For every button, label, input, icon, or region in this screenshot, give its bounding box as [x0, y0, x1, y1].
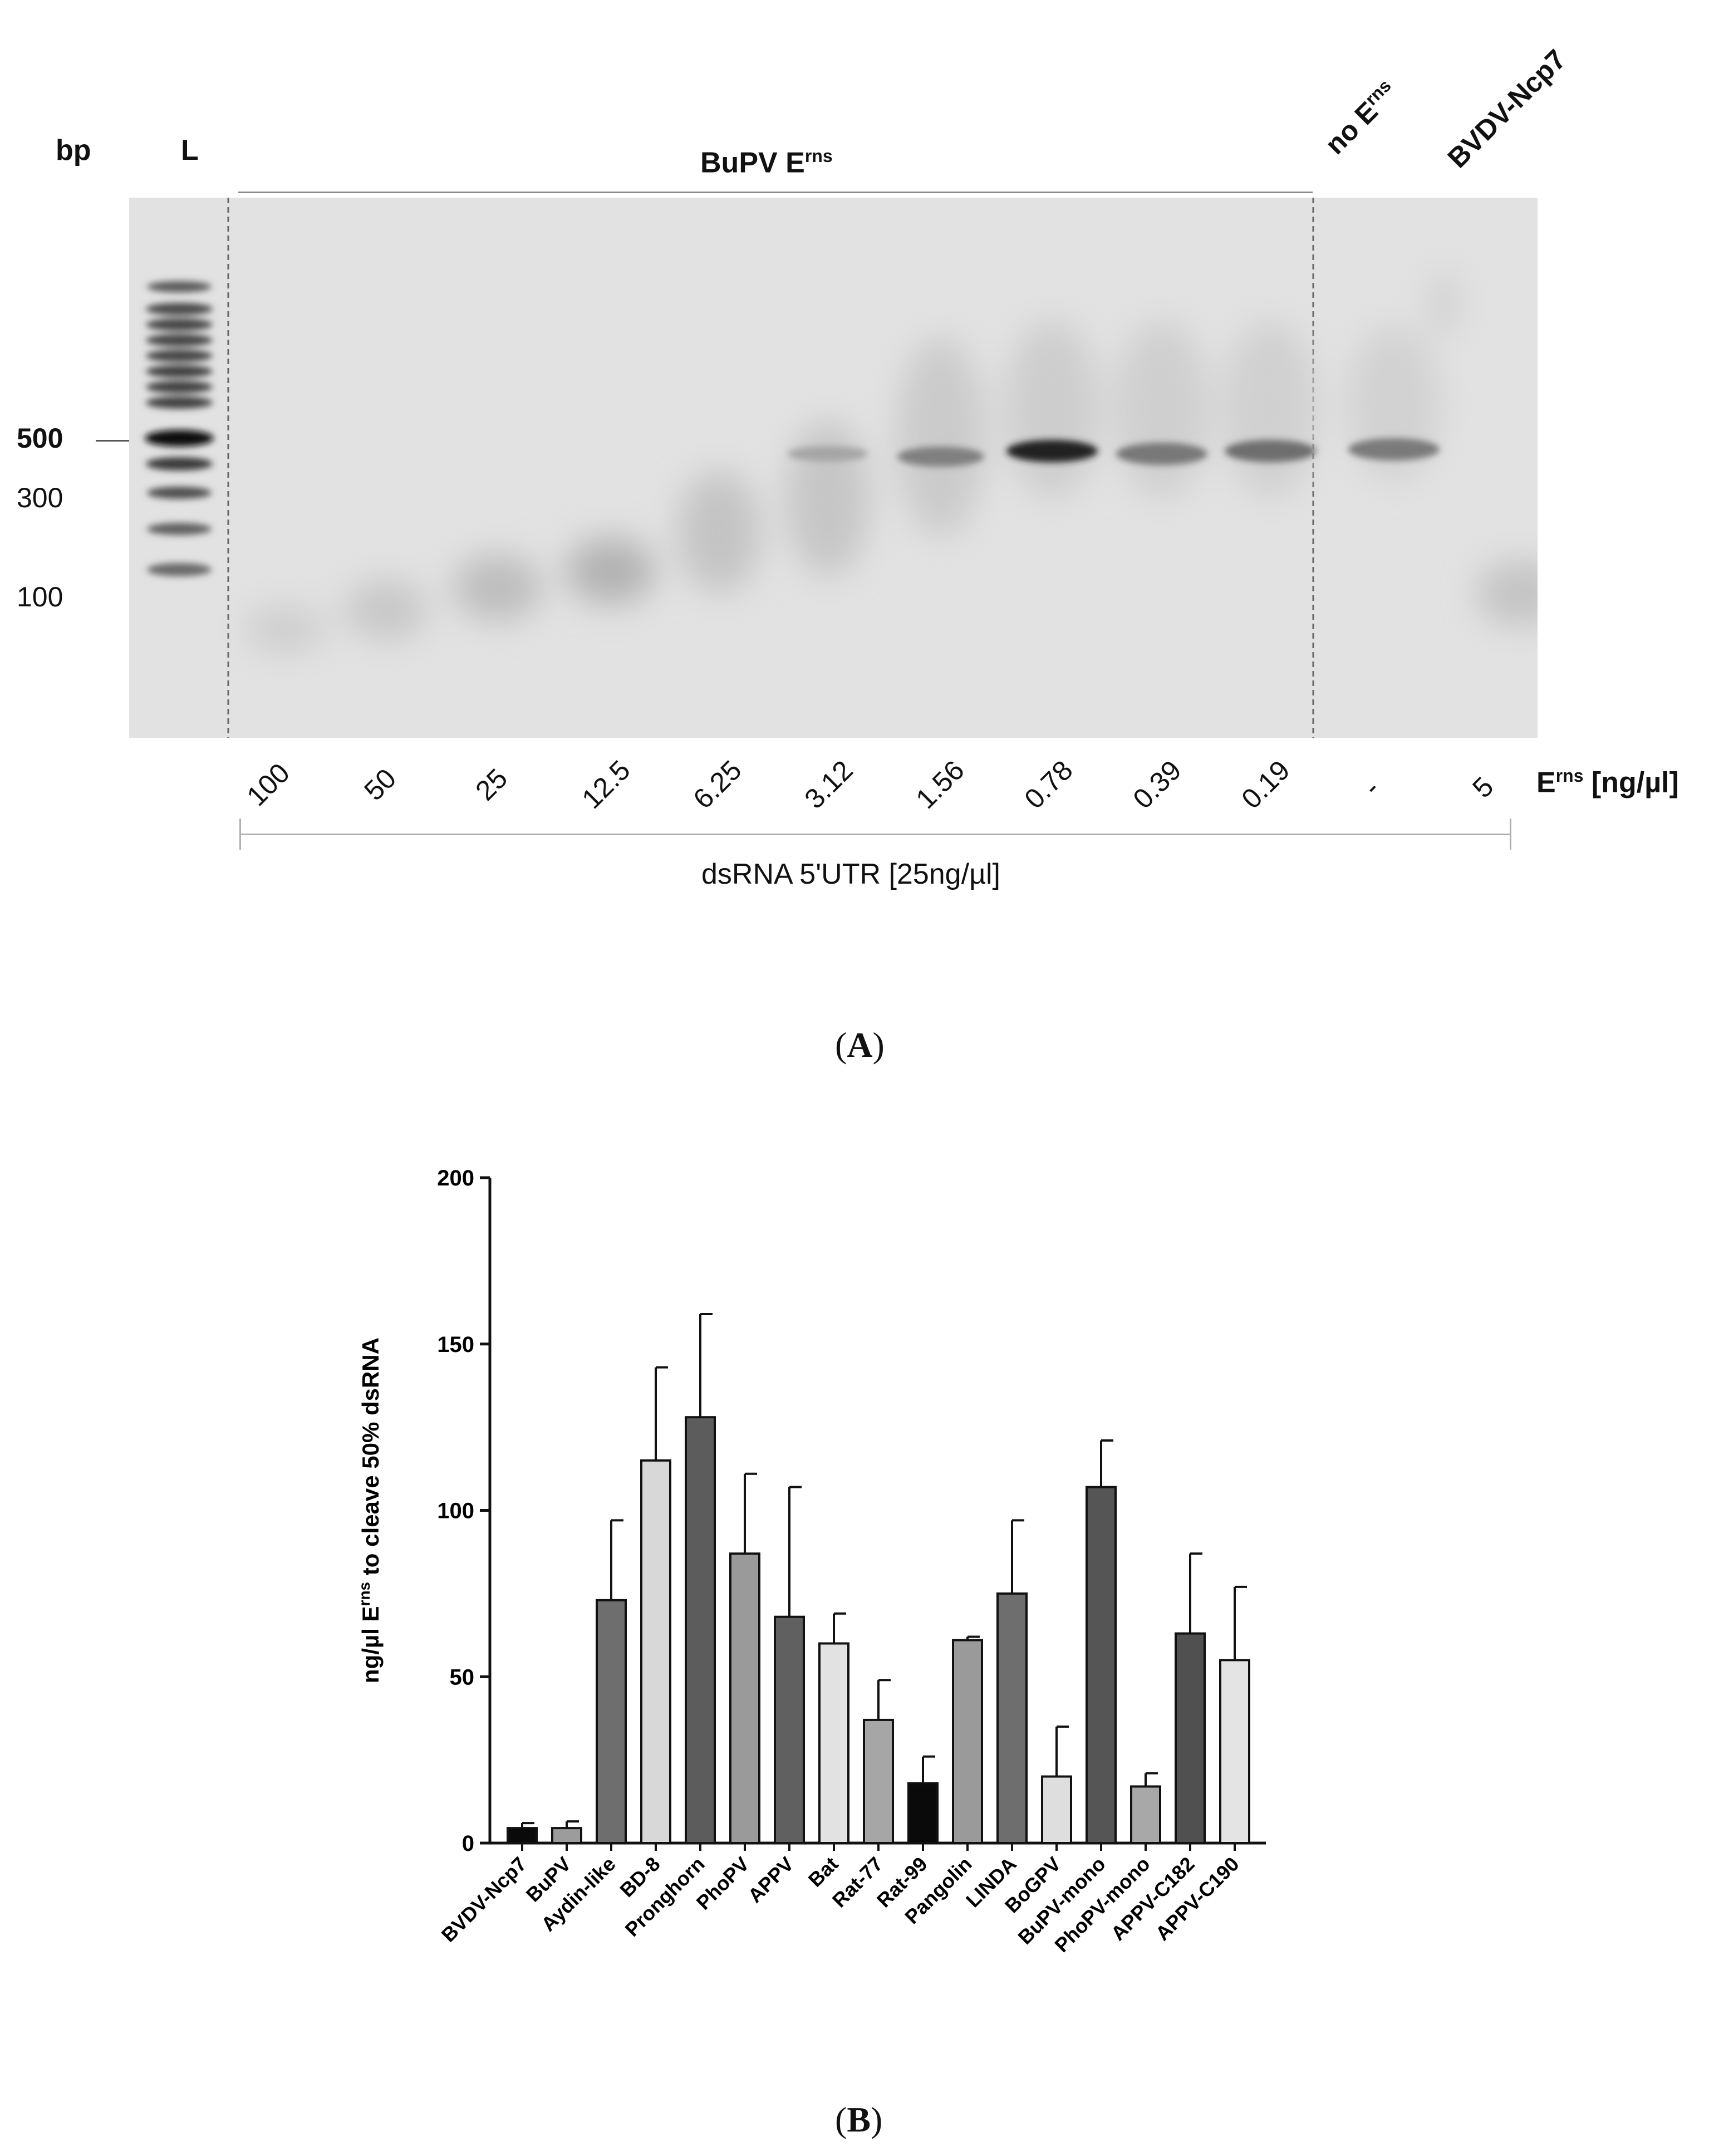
bar-pangolin	[952, 1639, 983, 1845]
bar-appv-c190	[1219, 1659, 1250, 1844]
bar-appv-c182	[1175, 1632, 1206, 1844]
marker-500-tick	[96, 440, 129, 442]
conc-label: 3.12	[798, 754, 859, 815]
dsrna-bracket-left	[239, 819, 241, 850]
bp-label: bp	[56, 134, 91, 166]
y-tick-label: 0	[462, 1831, 474, 1856]
conc-label: 6.25	[687, 754, 748, 815]
bupv-group-label: BuPV Erns	[700, 146, 833, 179]
conc-label: 25	[469, 762, 514, 807]
dsrna-label: dsRNA 5'UTR [25ng/µl]	[701, 858, 1000, 890]
conc-label: 12.5	[576, 754, 636, 815]
bar-bupv	[551, 1827, 582, 1845]
chart-layer: 0 50 100 150 200 ng/µl Erns to cleave 50% dsR…	[356, 1166, 1266, 1957]
y-tick-label: 150	[437, 1332, 474, 1357]
conc-label: 1.56	[910, 754, 970, 815]
panel-a-gel: bp L BuPV Erns no Erns BVDV-Ncp7 500 300…	[0, 0, 1714, 947]
bar-phopv-mono	[1130, 1785, 1161, 1845]
bar-rat-77	[863, 1718, 894, 1845]
bar-aydin-like	[596, 1599, 627, 1844]
y-tick-label: 50	[450, 1665, 475, 1689]
bar-bvdv-ncp7	[507, 1827, 538, 1845]
x-tick-label: BVDV-Ncp7	[437, 1853, 531, 1947]
panel-a-caption: (A)	[835, 1025, 885, 1065]
bar-linda	[996, 1592, 1028, 1844]
marker-300: 300	[17, 482, 63, 513]
bar-bupv-mono	[1086, 1486, 1117, 1844]
bar-bd-8	[640, 1459, 671, 1844]
ladder-label: L	[181, 134, 199, 166]
no-erns-label: no Erns	[1319, 75, 1395, 160]
bar-appv	[774, 1615, 805, 1844]
bar-rat-99	[907, 1782, 939, 1844]
conc-label: 0.39	[1127, 754, 1187, 815]
panel-b-bar-chart: 0 50 100 150 200 ng/µl Erns to cleave 50% dsR…	[356, 1166, 1266, 1957]
marker-100: 100	[17, 581, 63, 612]
conc-label: 50	[358, 762, 402, 807]
x-tick-label: APPV	[743, 1853, 798, 1907]
erns-unit-label: Erns [ng/µl]	[1536, 766, 1679, 799]
bar-phopv	[729, 1552, 760, 1844]
dsrna-bracket-line	[239, 834, 1511, 835]
dsrna-bracket-right	[1510, 819, 1511, 850]
conc-label: 0.78	[1018, 754, 1079, 815]
gel-image	[129, 198, 1565, 738]
bar-bat	[818, 1642, 849, 1844]
bar-pronghorn	[685, 1416, 716, 1844]
panel-b-caption: (B)	[835, 2100, 883, 2139]
bupv-group-line	[238, 192, 1313, 193]
y-tick-label: 200	[437, 1166, 474, 1190]
x-tick-label: Rat-77	[828, 1853, 887, 1912]
ladder-lane	[145, 281, 214, 576]
y-axis-label: ng/µl Erns to cleave 50% dsRNA	[356, 1337, 384, 1683]
x-tick-label: Bat	[804, 1853, 843, 1892]
marker-500: 500	[17, 423, 63, 454]
conc-label: 100	[240, 757, 296, 812]
bar-bogpv	[1041, 1775, 1072, 1844]
gel-svg	[129, 198, 1565, 738]
conc-label: -	[1357, 773, 1386, 802]
bvdv-control-label: BVDV-Ncp7	[1441, 43, 1572, 174]
conc-label: 5	[1466, 771, 1500, 804]
y-tick-label: 100	[437, 1499, 474, 1523]
conc-label: 0.19	[1235, 754, 1296, 815]
